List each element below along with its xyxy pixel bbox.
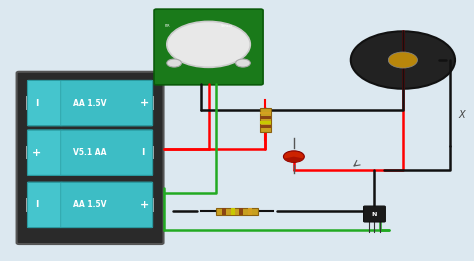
Bar <box>260 108 272 132</box>
FancyBboxPatch shape <box>154 9 263 85</box>
Bar <box>260 126 272 128</box>
Text: N: N <box>372 211 377 217</box>
FancyBboxPatch shape <box>27 80 63 126</box>
Bar <box>216 208 258 215</box>
Text: I: I <box>35 99 39 108</box>
FancyBboxPatch shape <box>27 130 63 175</box>
Circle shape <box>351 31 455 89</box>
Text: I: I <box>35 200 39 209</box>
FancyBboxPatch shape <box>17 72 164 244</box>
Bar <box>26 146 28 159</box>
Bar <box>222 208 227 215</box>
FancyBboxPatch shape <box>61 182 153 228</box>
Text: AA 1.5V: AA 1.5V <box>73 99 107 108</box>
Text: +: + <box>139 200 149 210</box>
Text: V5.1 AA: V5.1 AA <box>73 148 107 157</box>
Text: +: + <box>31 148 41 158</box>
Bar <box>239 208 244 215</box>
Bar <box>231 208 235 215</box>
Text: +: + <box>139 98 149 108</box>
Text: I: I <box>141 148 145 157</box>
Bar <box>152 198 154 211</box>
Circle shape <box>283 151 304 162</box>
Text: Sensor: Sensor <box>221 23 233 27</box>
Bar <box>260 112 272 114</box>
FancyBboxPatch shape <box>27 182 63 228</box>
Bar <box>260 121 272 123</box>
Text: AA 1.5V: AA 1.5V <box>73 200 107 209</box>
Bar <box>152 97 154 110</box>
Text: X: X <box>459 110 465 120</box>
Wedge shape <box>284 157 304 162</box>
Bar <box>152 146 154 159</box>
Bar <box>26 198 28 211</box>
Bar <box>247 208 252 215</box>
Bar <box>260 116 272 119</box>
Text: PIR: PIR <box>165 23 170 27</box>
FancyBboxPatch shape <box>364 206 385 222</box>
Circle shape <box>167 21 250 67</box>
Circle shape <box>167 59 182 67</box>
FancyBboxPatch shape <box>61 130 153 175</box>
FancyBboxPatch shape <box>61 80 153 126</box>
Circle shape <box>388 52 418 68</box>
Bar <box>26 97 28 110</box>
Circle shape <box>236 59 250 67</box>
